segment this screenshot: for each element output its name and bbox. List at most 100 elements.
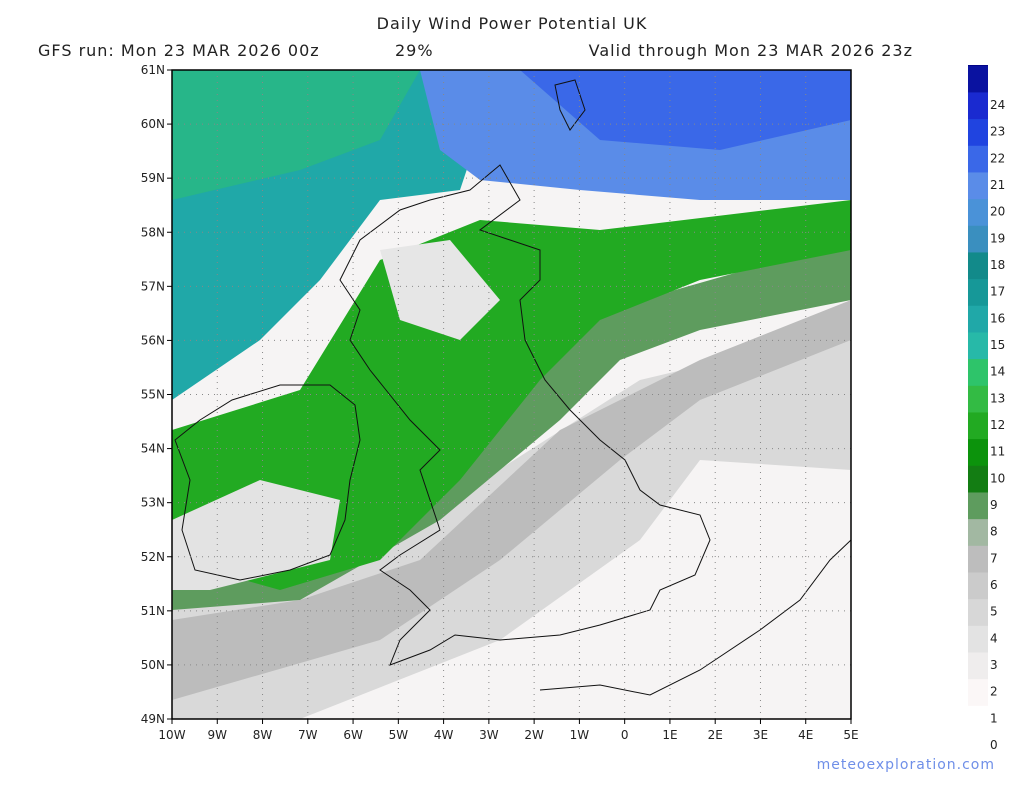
lat-label: 61N — [141, 63, 165, 77]
great-britain — [339, 164, 711, 666]
colorbar-label: 24 — [990, 98, 1005, 112]
percent-label: 29% — [395, 41, 434, 60]
colorbar-label: 8 — [990, 525, 998, 539]
colorbar-label: 11 — [990, 445, 1005, 459]
colorbar-label: 17 — [990, 285, 1005, 299]
lat-label: 51N — [141, 604, 165, 618]
lat-label: 57N — [141, 279, 165, 293]
colorbar-swatch — [968, 385, 988, 413]
field-blue-dark — [520, 70, 851, 150]
colorbar-swatch — [968, 491, 988, 520]
lat-label: 49N — [141, 712, 165, 726]
lon-label: 4E — [798, 728, 813, 742]
colorbar-label: 7 — [990, 551, 998, 565]
colorbar-swatch — [968, 598, 988, 626]
lon-label: 0 — [621, 728, 629, 742]
lon-label: 9W — [208, 728, 228, 742]
colorbar-swatch — [968, 358, 988, 386]
colorbar-label: 12 — [990, 418, 1005, 432]
colorbar-label: 10 — [990, 471, 1005, 485]
colorbar-swatch — [968, 171, 988, 200]
colorbar-swatch — [968, 411, 988, 440]
ireland — [174, 384, 361, 581]
lon-label: 5W — [389, 728, 409, 742]
lat-label: 55N — [141, 388, 165, 402]
lon-label: 6W — [343, 728, 363, 742]
colorbar-label: 0 — [990, 738, 998, 752]
colorbar-label: 22 — [990, 151, 1005, 165]
colorbar-swatch — [968, 571, 988, 600]
colorbar-swatch — [968, 331, 988, 360]
field-irish-sea — [172, 480, 340, 590]
colorbar-label: 6 — [990, 578, 998, 592]
colorbar-swatch — [968, 145, 988, 173]
lat-label: 60N — [141, 117, 165, 131]
colorbar-swatch — [968, 625, 988, 653]
colorbar-swatch — [968, 225, 988, 253]
lon-label: 7W — [298, 728, 318, 742]
lon-label: 5E — [843, 728, 858, 742]
field-highlands — [380, 240, 500, 340]
colorbar-swatch — [968, 198, 988, 226]
credit: meteoexploration.com — [817, 757, 995, 773]
colorbar-swatch — [968, 251, 988, 280]
colorbar-swatch — [968, 651, 988, 680]
colorbar-label: 9 — [990, 498, 998, 512]
colorbar-swatch — [968, 678, 988, 706]
colorbar-swatch — [968, 438, 988, 466]
coastlines — [174, 79, 852, 696]
colorbar-swatch — [968, 118, 988, 146]
colorbar-swatch — [968, 65, 988, 93]
lon-label: 1W — [570, 728, 590, 742]
colorbar-label: 1 — [990, 711, 998, 725]
colorbar-label: 18 — [990, 258, 1005, 272]
colorbar-swatch — [968, 465, 988, 493]
title: Daily Wind Power Potential UK — [377, 14, 648, 33]
colorbar-top — [968, 65, 988, 66]
lat-label: 54N — [141, 442, 165, 456]
lat-label: 56N — [141, 333, 165, 347]
colorbar-label: 14 — [990, 365, 1005, 379]
lon-label: 1E — [662, 728, 677, 742]
colorbar-label: 19 — [990, 231, 1005, 245]
shetland — [554, 79, 586, 131]
field-grey-dark — [172, 300, 851, 700]
lat-label: 59N — [141, 171, 165, 185]
continent-coast — [539, 539, 852, 696]
colorbar-label: 23 — [990, 125, 1005, 139]
lat-label: 58N — [141, 225, 165, 239]
valid-label: Valid through Mon 23 MAR 2026 23z — [589, 41, 913, 60]
colorbar-label: 4 — [990, 631, 998, 645]
lon-label: 4W — [434, 728, 454, 742]
colorbar-label: 5 — [990, 605, 998, 619]
colorbar-label: 13 — [990, 391, 1005, 405]
colorbar-swatch — [968, 278, 988, 306]
field-green — [172, 200, 851, 590]
wind-field — [172, 70, 851, 719]
colorbar-label: 3 — [990, 658, 998, 672]
colorbar-swatch — [968, 518, 988, 546]
lon-label: 3E — [753, 728, 768, 742]
lat-label: 53N — [141, 496, 165, 510]
colorbar-swatch — [968, 305, 988, 333]
colorbar-swatch — [968, 545, 988, 573]
field-teal-light — [172, 70, 420, 200]
colorbar-swatch — [968, 705, 988, 733]
graticule — [172, 70, 851, 719]
lat-label: 50N — [141, 658, 165, 672]
lon-label: 8W — [253, 728, 273, 742]
colorbar-swatch — [968, 91, 988, 120]
lon-label: 2W — [524, 728, 544, 742]
run-label: GFS run: Mon 23 MAR 2026 00z — [38, 41, 320, 60]
colorbar-label: 20 — [990, 205, 1005, 219]
colorbar-label: 15 — [990, 338, 1005, 352]
lon-label: 2E — [708, 728, 723, 742]
colorbar-label: 21 — [990, 178, 1005, 192]
colorbar-label: 2 — [990, 685, 998, 699]
lon-label: 3W — [479, 728, 499, 742]
lat-label: 52N — [141, 550, 165, 564]
lon-label: 10W — [158, 728, 185, 742]
